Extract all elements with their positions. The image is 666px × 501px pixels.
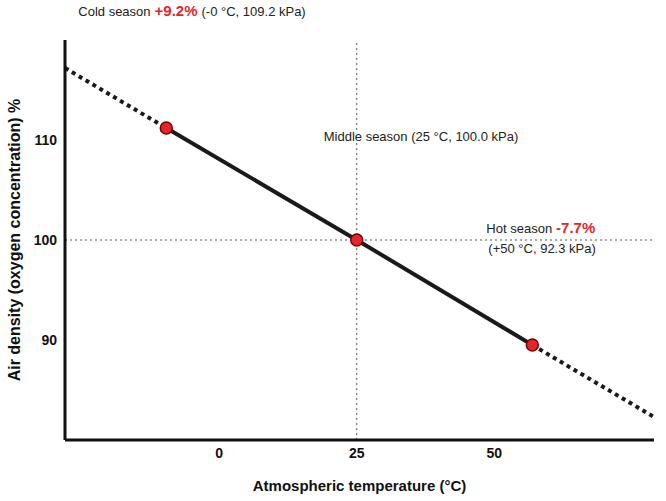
svg-text:100: 100 — [34, 232, 58, 248]
svg-text:0: 0 — [215, 445, 223, 461]
svg-text:110: 110 — [34, 132, 57, 148]
svg-text:Middle season (25 °C, 100.0 kP: Middle season (25 °C, 100.0 kPa) — [324, 129, 519, 144]
svg-text:Air density (oxygen concentrat: Air density (oxygen concentration) % — [6, 99, 23, 382]
svg-text:Cold season+9.2%(-0 °C, 109.2: Cold season+9.2%(-0 °C, 109.2 kPa) — [78, 2, 305, 19]
svg-text:50: 50 — [487, 445, 503, 461]
svg-text:Hot season-7.7%: Hot season-7.7% — [486, 219, 595, 236]
svg-text:90: 90 — [41, 332, 57, 348]
svg-text:(+50 °C, 92.3 kPa): (+50 °C, 92.3 kPa) — [488, 241, 595, 256]
svg-text:Atmospheric temperature (°C): Atmospheric temperature (°C) — [253, 477, 467, 494]
svg-text:25: 25 — [349, 445, 365, 461]
